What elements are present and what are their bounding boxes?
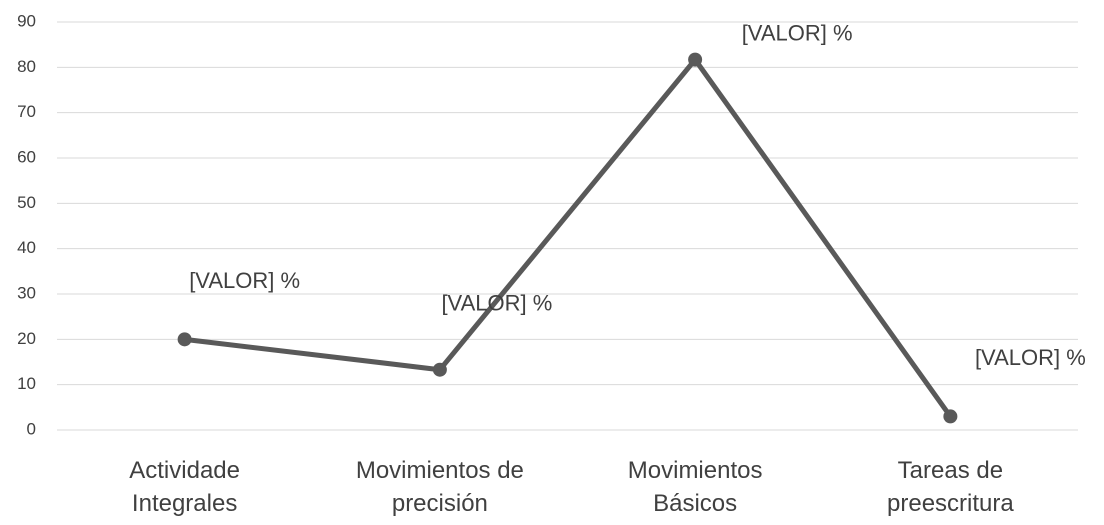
marker	[177, 332, 192, 347]
y-tick-label: 70	[17, 102, 36, 121]
marker	[688, 52, 703, 67]
data-label: [VALOR] %	[441, 291, 552, 316]
y-tick-label: 10	[17, 374, 36, 393]
y-tick-label: 0	[27, 419, 36, 438]
data-label: [VALOR] %	[189, 268, 300, 293]
y-tick-label: 20	[17, 329, 36, 348]
y-tick-label: 90	[17, 11, 36, 30]
y-tick-label: 40	[17, 238, 36, 257]
y-tick-label: 50	[17, 193, 36, 212]
y-tick-label: 30	[17, 283, 36, 302]
x-tick-label: Movimientos de precisión	[355, 457, 524, 517]
x-tick-label: Movimientos Básicos	[627, 457, 763, 517]
data-label: [VALOR] %	[975, 345, 1086, 370]
y-tick-label: 80	[17, 57, 36, 76]
x-tick-label: Tareas de preescritura	[887, 457, 1014, 517]
marker	[943, 409, 958, 424]
y-tick-label: 60	[17, 147, 36, 166]
line	[184, 57, 953, 418]
marker	[432, 362, 447, 377]
x-tick-label: Actividade Integrales	[129, 457, 240, 517]
data-label: [VALOR] %	[742, 20, 853, 45]
